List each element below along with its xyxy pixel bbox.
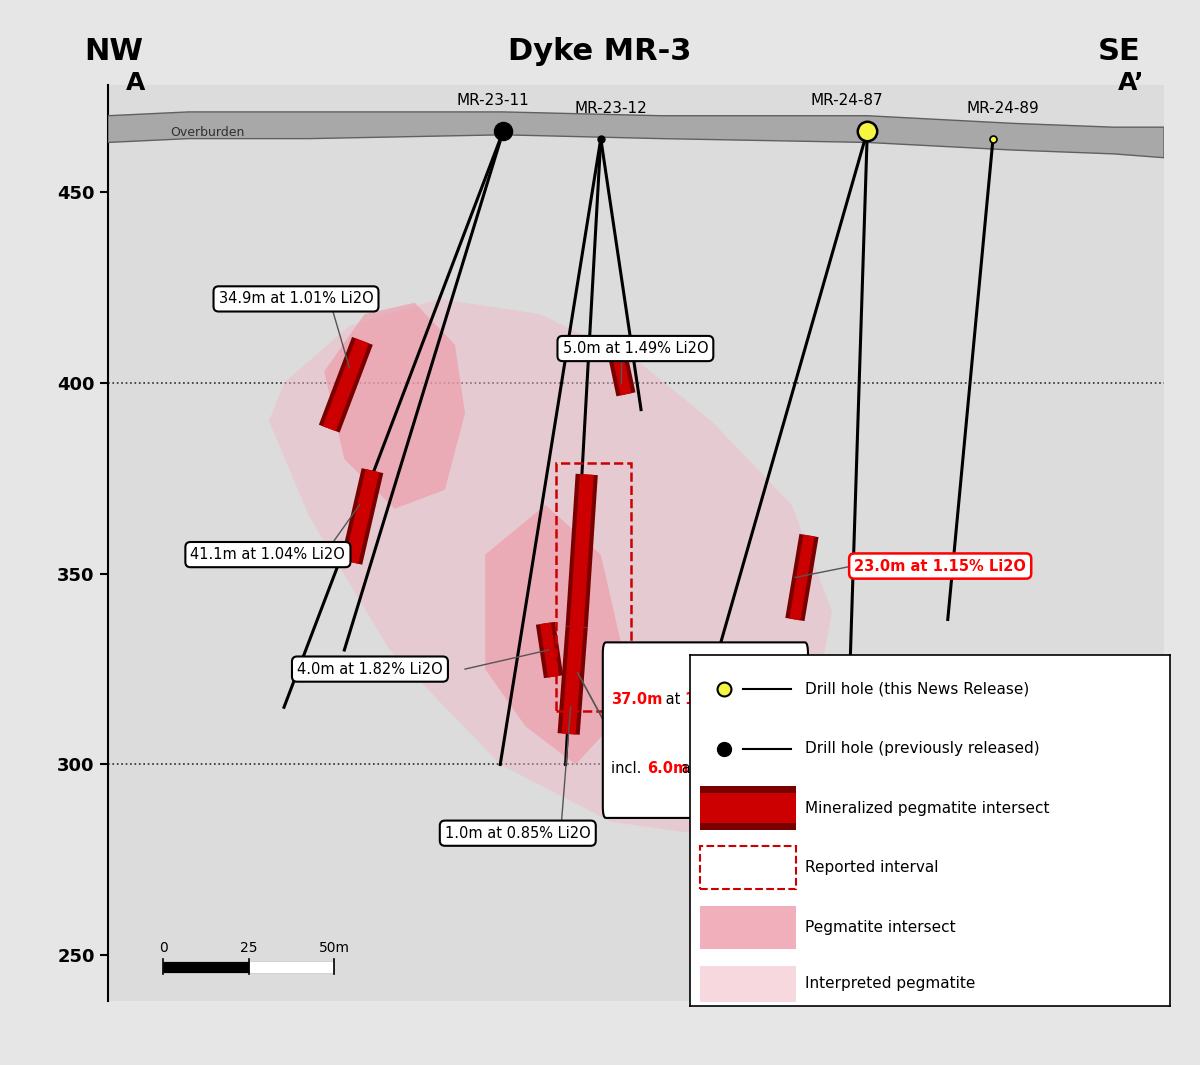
- Text: MR-23-12: MR-23-12: [575, 101, 647, 116]
- Text: Mineralized pegmatite intersect: Mineralized pegmatite intersect: [805, 801, 1050, 816]
- Text: Dyke MR-3: Dyke MR-3: [509, 37, 691, 66]
- Polygon shape: [485, 505, 620, 765]
- Text: Li2O: Li2O: [751, 760, 790, 775]
- Text: 2.38%: 2.38%: [700, 760, 750, 775]
- Bar: [700, 786, 796, 830]
- Text: Overburden: Overburden: [170, 127, 245, 140]
- Text: MR-23-11: MR-23-11: [457, 93, 529, 109]
- Text: 0: 0: [158, 941, 168, 955]
- Bar: [700, 846, 796, 889]
- Text: 4.0m at 1.82% Li2O: 4.0m at 1.82% Li2O: [298, 661, 443, 676]
- Bar: [556, 463, 631, 711]
- Polygon shape: [108, 112, 1164, 158]
- Text: 34.9m at 1.01% Li2O: 34.9m at 1.01% Li2O: [218, 292, 373, 307]
- Text: 1.14%: 1.14%: [684, 692, 736, 707]
- Bar: [700, 792, 796, 823]
- Text: 50m: 50m: [319, 941, 349, 955]
- Text: 1.0m at 0.85% Li2O: 1.0m at 0.85% Li2O: [445, 825, 590, 840]
- Text: SE: SE: [1097, 37, 1140, 66]
- Text: 41.1m at 1.04% Li2O: 41.1m at 1.04% Li2O: [191, 547, 346, 562]
- Polygon shape: [269, 299, 832, 833]
- Text: incl.: incl.: [611, 760, 646, 775]
- Text: MR-24-87: MR-24-87: [811, 93, 883, 109]
- Text: Interpreted pegmatite: Interpreted pegmatite: [805, 977, 976, 992]
- Text: A: A: [126, 70, 145, 95]
- Polygon shape: [324, 302, 466, 509]
- Bar: [700, 905, 796, 949]
- Text: Li2O: Li2O: [737, 692, 774, 707]
- Text: Drill hole (previously released): Drill hole (previously released): [805, 741, 1040, 756]
- FancyBboxPatch shape: [602, 642, 808, 818]
- Text: A’: A’: [1117, 70, 1144, 95]
- Text: MR-24-89: MR-24-89: [967, 101, 1039, 116]
- Text: at: at: [677, 760, 701, 775]
- Text: 5.0m at 1.49% Li2O: 5.0m at 1.49% Li2O: [563, 341, 708, 356]
- Text: Drill hole (this News Release): Drill hole (this News Release): [805, 682, 1030, 697]
- Text: 23.0m at 1.15% Li2O: 23.0m at 1.15% Li2O: [854, 558, 1026, 574]
- Text: at: at: [661, 692, 685, 707]
- Text: NW: NW: [84, 37, 143, 66]
- Text: 6.0m: 6.0m: [647, 760, 689, 775]
- Text: Pegmatite intersect: Pegmatite intersect: [805, 919, 956, 935]
- Text: Reported interval: Reported interval: [805, 861, 938, 875]
- Bar: [700, 966, 796, 1002]
- Text: 37.0m: 37.0m: [611, 692, 662, 707]
- Text: 25: 25: [240, 941, 258, 955]
